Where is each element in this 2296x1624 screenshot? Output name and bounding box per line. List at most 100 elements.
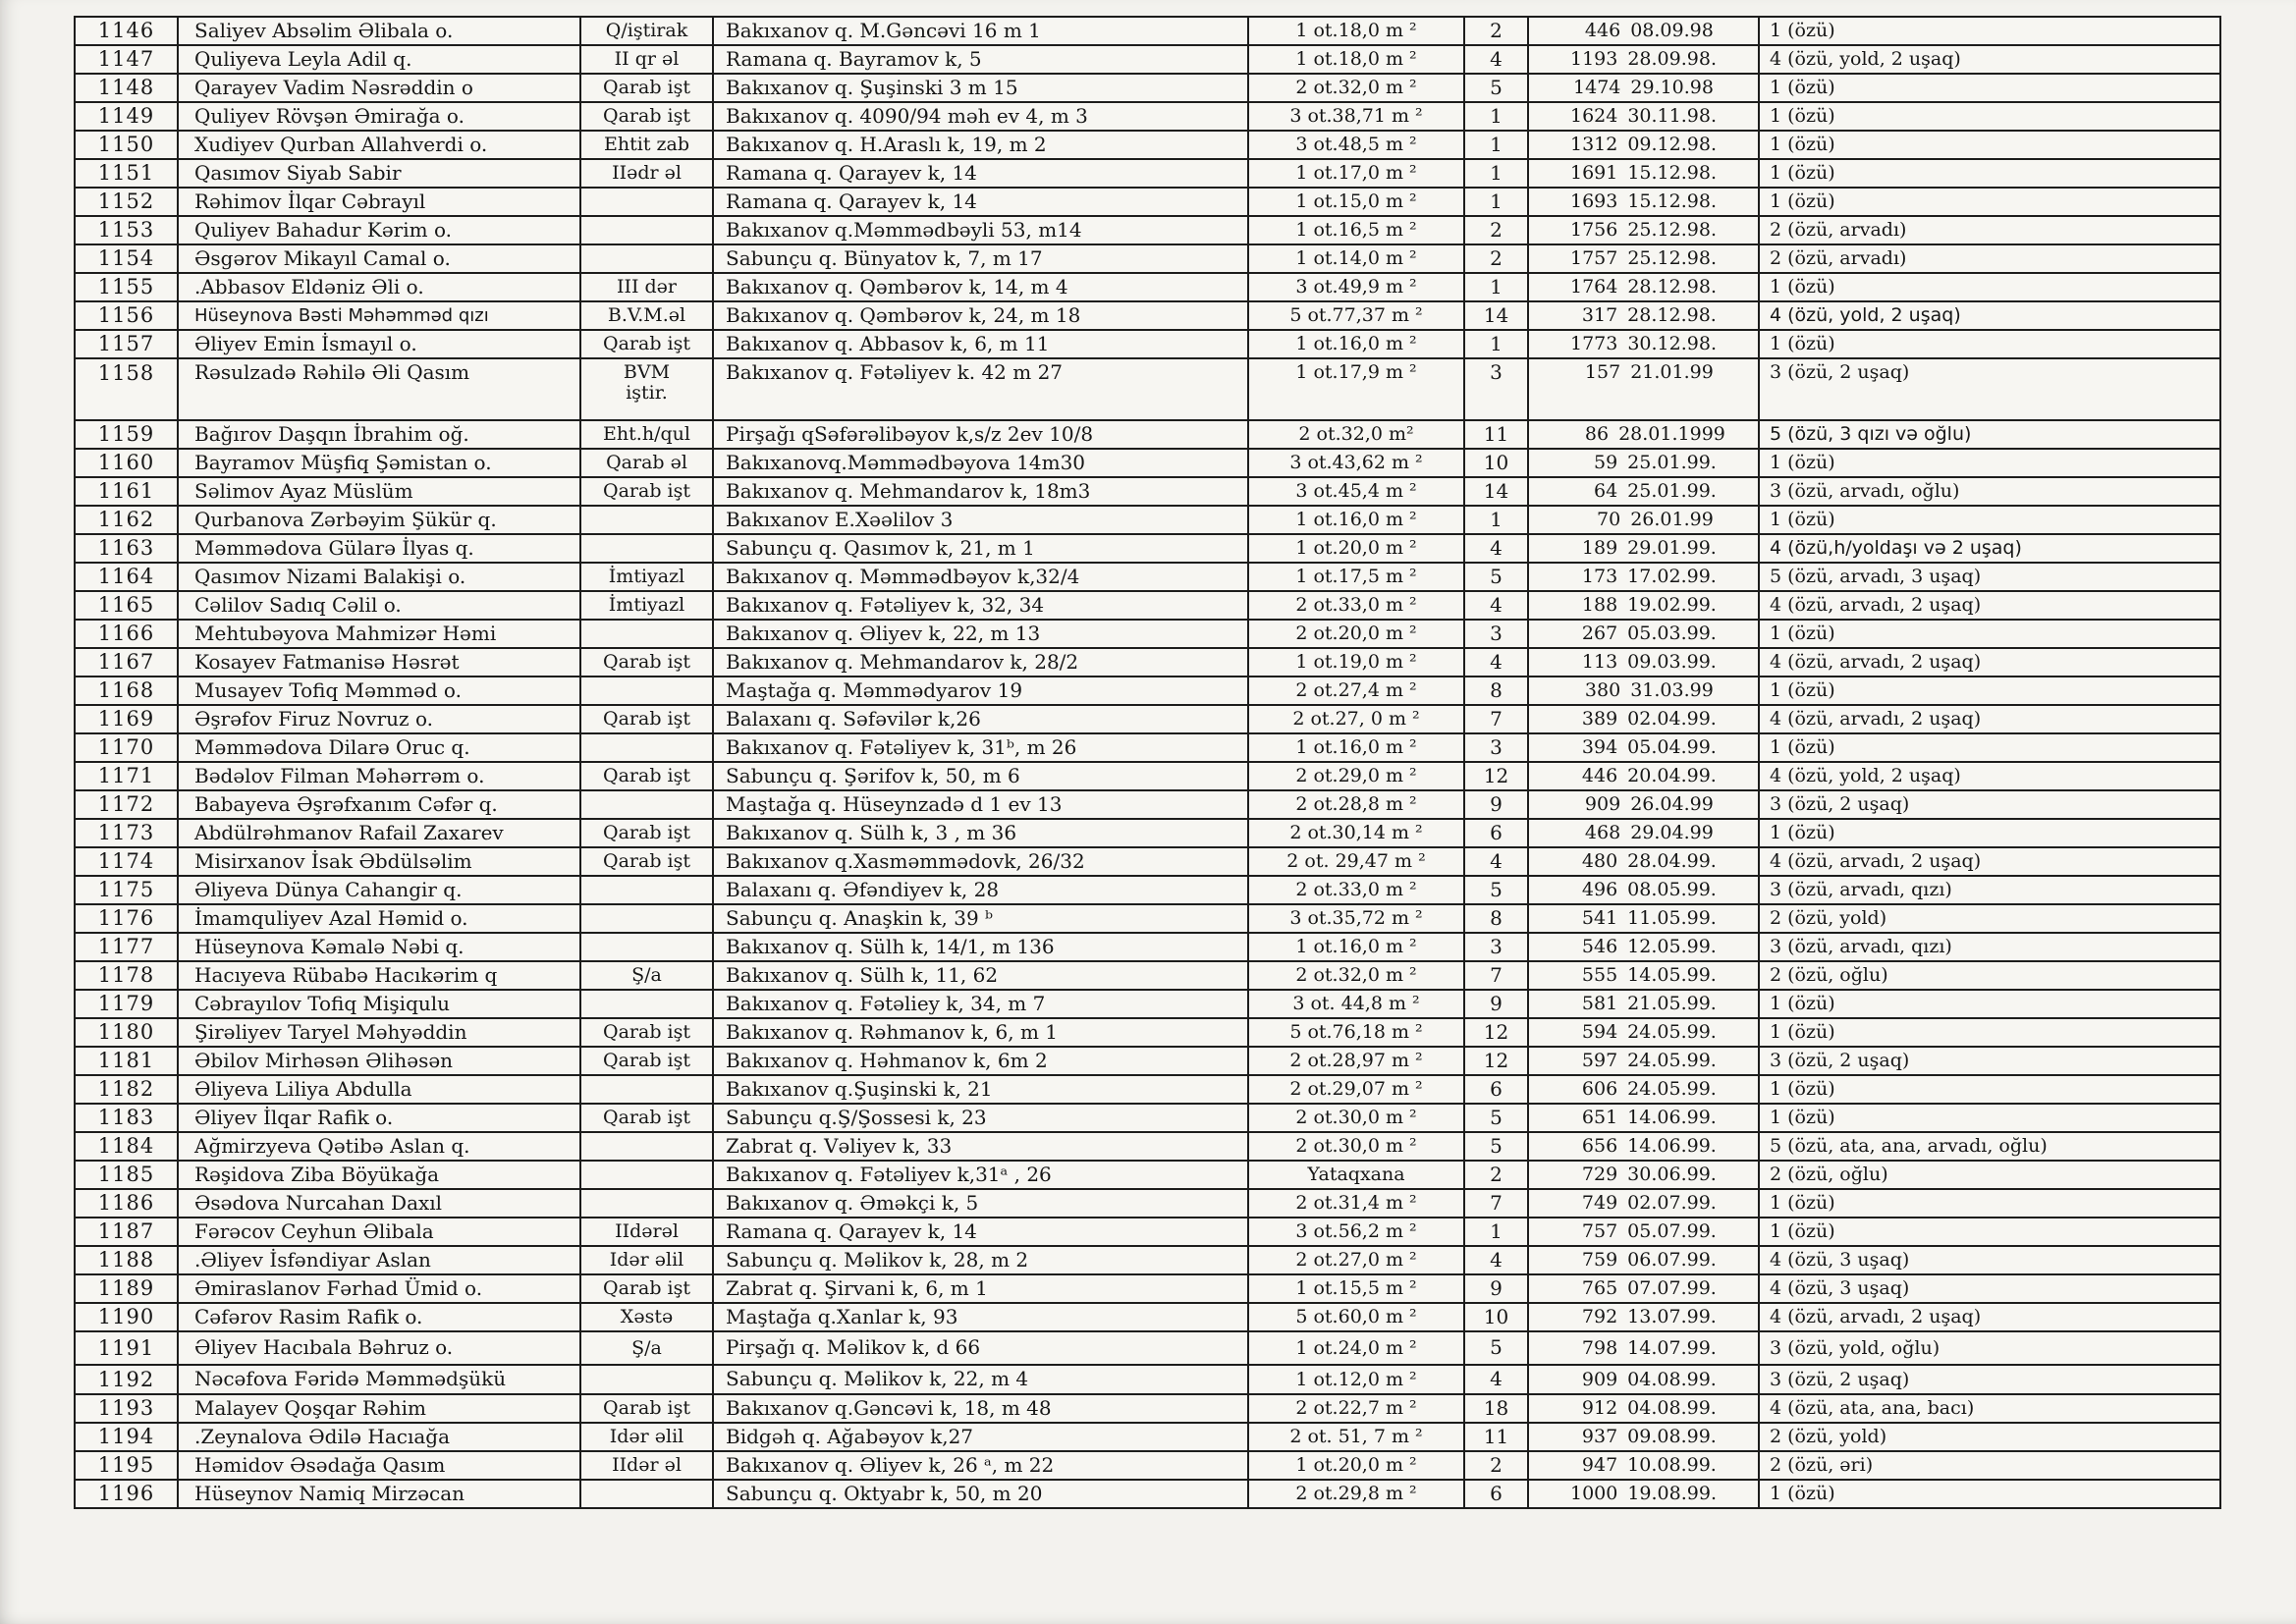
- queue-count: 5: [1463, 875, 1529, 905]
- queue-count: 5: [1463, 1330, 1529, 1366]
- queue-count: 14: [1463, 300, 1529, 331]
- queue-count: 7: [1463, 960, 1529, 991]
- apartment-size: 3 ot.35,72 m ²: [1247, 903, 1465, 934]
- queue-count: 1: [1463, 505, 1529, 535]
- address: Zabrat q. Vəliyev k, 33: [712, 1131, 1249, 1162]
- person-name: Əliyeva Dünya Cahangir q.: [177, 875, 581, 905]
- person-name: Quliyev Bahadur Kərim o.: [177, 215, 581, 245]
- status-category: Qarab işt: [579, 329, 714, 359]
- row-number: 1152: [74, 187, 179, 217]
- family-members: 1 (özü): [1758, 187, 2221, 217]
- row-number: 1155: [74, 272, 179, 302]
- registration-date: 04.08.99.: [1627, 1368, 1717, 1390]
- row-number: 1165: [74, 590, 179, 621]
- status-category: [579, 732, 714, 763]
- row-number: 1151: [74, 158, 179, 189]
- status-category: Qarab işt: [579, 846, 714, 877]
- family-members: 3 (özü, arvadı, oğlu): [1758, 476, 2221, 507]
- apartment-size: 5 ot.60,0 m ²: [1247, 1302, 1465, 1332]
- row-number: 1180: [74, 1017, 179, 1048]
- registration-number: 757: [1581, 1220, 1618, 1243]
- registration-date: 30.12.98.: [1627, 333, 1717, 355]
- status-category: [579, 187, 714, 217]
- family-members: 4 (özü, yold, 2 uşaq): [1758, 300, 2221, 331]
- family-members: 2 (özü, yold): [1758, 903, 2221, 934]
- table-row: 1146 Saliyev Absəlim Əlibala o. Q/iştira…: [74, 16, 2221, 46]
- table-row: 1165 Cəlilov Sadıq Cəlil o. İmtiyazl Bak…: [74, 590, 2221, 621]
- row-number: 1183: [74, 1103, 179, 1133]
- row-number: 1148: [74, 73, 179, 103]
- apartment-size: 3 ot.38,71 m ²: [1247, 101, 1465, 132]
- apartment-size: 2 ot.20,0 m ²: [1247, 619, 1465, 649]
- apartment-size: 2 ot.30,0 m ²: [1247, 1103, 1465, 1133]
- table-row: 1169 Əşrəfov Firuz Novruz o. Qarab işt B…: [74, 704, 2221, 734]
- person-name: Məmmədova Gülarə İlyas q.: [177, 533, 581, 564]
- family-members: 1 (özü): [1758, 1188, 2221, 1218]
- apartment-size: 1 ot.20,0 m ²: [1247, 1450, 1465, 1481]
- row-number: 1160: [74, 448, 179, 478]
- family-members: 4 (özü, yold, 2 uşaq): [1758, 761, 2221, 791]
- apartment-size: 3 ot.48,5 m ²: [1247, 130, 1465, 160]
- registration-number: 317: [1581, 304, 1618, 327]
- family-members: 3 (özü, 2 uşaq): [1758, 357, 2221, 421]
- queue-count: 2: [1463, 1450, 1529, 1481]
- table-row: 1153 Quliyev Bahadur Kərim o. Bakıxanov …: [74, 215, 2221, 245]
- queue-count: 12: [1463, 1046, 1529, 1076]
- family-members: 1 (özü): [1758, 732, 2221, 763]
- apartment-size: 1 ot.24,0 m ²: [1247, 1330, 1465, 1366]
- apartment-size: 2 ot.32,0 m²: [1247, 419, 1465, 450]
- registration-number: 651: [1581, 1107, 1618, 1129]
- registration-number: 606: [1581, 1078, 1618, 1101]
- queue-count: 1: [1463, 272, 1529, 302]
- row-number: 1150: [74, 130, 179, 160]
- row-number: 1181: [74, 1046, 179, 1076]
- status-category: Qarab işt: [579, 476, 714, 507]
- person-name: Əliyev Emin İsmayıl o.: [177, 329, 581, 359]
- registration-number: 729: [1581, 1164, 1618, 1186]
- family-members: 4 (özü,h/yoldaşı və 2 uşaq): [1758, 533, 2221, 564]
- status-category: İmtiyazl: [579, 562, 714, 592]
- status-category: Qarab işt: [579, 73, 714, 103]
- family-members: 4 (özü, 3 uşaq): [1758, 1273, 2221, 1304]
- row-number: 1185: [74, 1160, 179, 1190]
- address: Bakıxanov q.Xasməmmədovk, 26/32: [712, 846, 1249, 877]
- apartment-size: 1 ot.15,5 m ²: [1247, 1273, 1465, 1304]
- person-name: Rəşidova Ziba Böyükağa: [177, 1160, 581, 1190]
- row-number: 1191: [74, 1330, 179, 1366]
- queue-count: 12: [1463, 1017, 1529, 1048]
- registration-date: 21.05.99.: [1627, 993, 1717, 1015]
- family-members: 2 (özü, arvadı): [1758, 215, 2221, 245]
- table-row: 1179 Cəbrayılov Tofiq Mişiqulu Bakıxanov…: [74, 989, 2221, 1019]
- person-name: Bayramov Müşfiq Şəmistan o.: [177, 448, 581, 478]
- person-name: Əsədova Nurcahan Daxıl: [177, 1188, 581, 1218]
- person-name: Babayeva Əşrəfxanım Cəfər q.: [177, 789, 581, 820]
- person-name: Kosayev Fatmanisə Həsrət: [177, 647, 581, 677]
- registration-cell: 656 14.06.99.: [1527, 1131, 1760, 1162]
- apartment-size: 2 ot.33,0 m ²: [1247, 875, 1465, 905]
- table-row: 1171 Bədəlov Filman Məhərrəm o. Qarab iş…: [74, 761, 2221, 791]
- address: Bakıxanov q. Mehmandarov k, 18m3: [712, 476, 1249, 507]
- person-name: Ağmirzyeva Qətibə Aslan q.: [177, 1131, 581, 1162]
- registration-cell: 1756 25.12.98.: [1527, 215, 1760, 245]
- apartment-size: 2 ot.32,0 m ²: [1247, 960, 1465, 991]
- address: Sabunçu q.Ş/Şossesi k, 23: [712, 1103, 1249, 1133]
- registration-date: 09.03.99.: [1627, 651, 1717, 674]
- registration-cell: 729 30.06.99.: [1527, 1160, 1760, 1190]
- queue-count: 7: [1463, 1188, 1529, 1218]
- family-members: 1 (özü): [1758, 1074, 2221, 1105]
- apartment-size: 2 ot.28,97 m ²: [1247, 1046, 1465, 1076]
- family-members: 1 (özü): [1758, 329, 2221, 359]
- status-category: III dər: [579, 272, 714, 302]
- table-row: 1185 Rəşidova Ziba Böyükağa Bakıxanov q.…: [74, 1160, 2221, 1190]
- person-name: .Əliyev İsfəndiyar Aslan: [177, 1245, 581, 1275]
- queue-count: 3: [1463, 732, 1529, 763]
- person-name: .Abbasov Eldəniz Əli o.: [177, 272, 581, 302]
- address: Bakıxanov q. Mehmandarov k, 28/2: [712, 647, 1249, 677]
- registration-number: 267: [1581, 623, 1618, 645]
- apartment-size: 3 ot.43,62 m ²: [1247, 448, 1465, 478]
- registration-date: 13.07.99.: [1627, 1306, 1717, 1328]
- person-name: Abdülrəhmanov Rafail Zaxarev: [177, 818, 581, 848]
- queue-count: 2: [1463, 16, 1529, 46]
- row-number: 1193: [74, 1393, 179, 1424]
- registration-number: 64: [1593, 480, 1618, 503]
